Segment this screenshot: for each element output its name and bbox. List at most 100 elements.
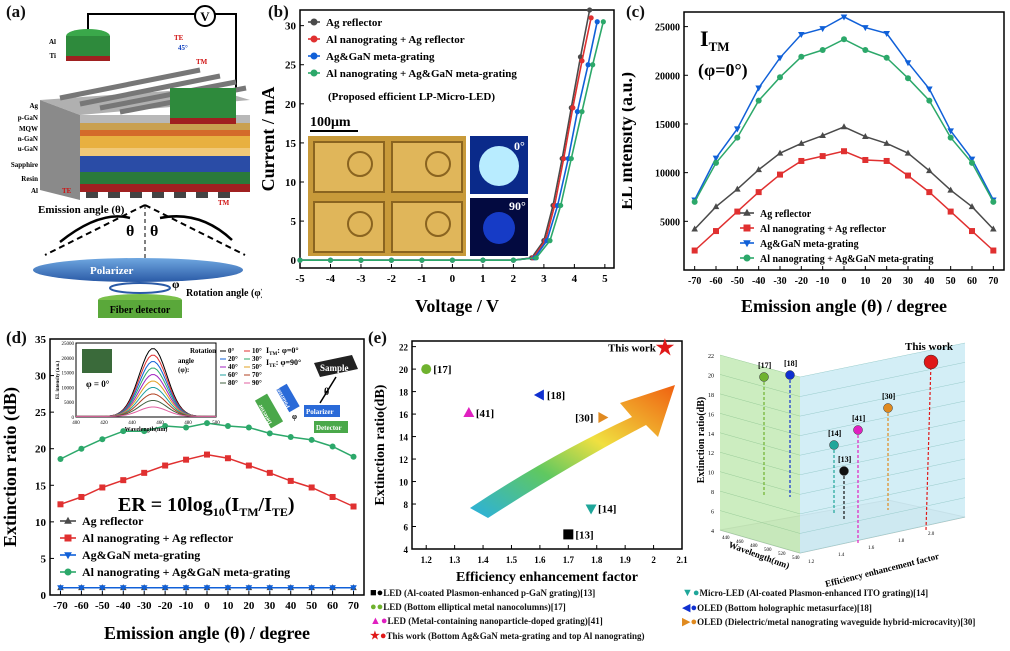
legend-item: ◀●OLED (Bottom holographic metasurface)[…	[682, 601, 872, 614]
y-tick-label: 10	[35, 517, 47, 529]
x-tick-label: -50	[95, 600, 110, 612]
grid-line	[719, 374, 801, 397]
data-point	[449, 257, 456, 263]
setup-detector-label: Detector	[316, 424, 342, 432]
data-point	[734, 126, 741, 133]
series-3	[57, 420, 357, 462]
data-point	[57, 501, 64, 508]
polarizer-label: Polarizer	[90, 265, 133, 277]
data-point	[691, 225, 698, 232]
x-tick-label: -3	[356, 273, 366, 285]
data-point	[547, 238, 553, 244]
series-1	[691, 148, 997, 254]
grid-line	[719, 451, 801, 476]
data-point	[776, 55, 784, 62]
series-line	[694, 16, 994, 201]
x-tick-label: 40	[285, 600, 297, 612]
emission-label: Emission angle (θ)	[38, 204, 125, 216]
z-tick-label: 12	[708, 451, 714, 457]
data-point	[777, 74, 783, 81]
x-tick-label: 20	[882, 276, 892, 287]
y-tick-label: 20	[285, 99, 297, 111]
y-tick-label: 10	[285, 177, 297, 189]
spectrum-inset: 400 420 440 460 480 5000500010000150002000025…	[56, 342, 358, 433]
data-point	[574, 109, 581, 115]
data-point	[350, 453, 357, 460]
eff-tick-label: 1.6	[868, 546, 875, 551]
series-2	[691, 14, 997, 204]
electrode-body	[66, 36, 110, 56]
x-axis-label: Emission angle (θ) / degree	[104, 623, 310, 644]
data-point	[691, 198, 698, 205]
wl-tick-label: 520	[778, 552, 786, 557]
cone-right	[144, 204, 246, 256]
data-point	[862, 25, 869, 32]
wl-tick-label: 480	[750, 544, 758, 549]
point-label: This work	[608, 343, 657, 355]
phi-label: φ	[172, 277, 180, 291]
y-tick-label: 35	[35, 334, 47, 346]
series-0	[691, 123, 997, 232]
legend-text: LED (Metal-containing nanoparticle-doped…	[387, 616, 603, 626]
te-tag: TE	[174, 34, 184, 42]
rotation-value: 10°	[252, 347, 262, 355]
legend-label: Al nanograting + Ag reflector	[326, 34, 465, 46]
data-point	[926, 97, 933, 104]
stack-side	[40, 100, 80, 200]
x-tick-label: 0	[450, 273, 456, 285]
data-point	[463, 406, 475, 417]
data-point	[308, 585, 315, 592]
data-point	[587, 7, 593, 13]
data-point	[119, 585, 127, 592]
def-part: I	[266, 346, 269, 355]
y-tick-label: 4	[404, 545, 409, 555]
series-3	[297, 19, 606, 263]
layer-label: Resin	[21, 175, 38, 183]
rotation-phi: (φ):	[178, 366, 189, 374]
layer-ag	[80, 115, 250, 123]
layer-ngan	[80, 136, 250, 148]
data-point	[590, 62, 596, 68]
plot-frame	[299, 9, 615, 269]
legend-marker	[310, 52, 318, 60]
x-tick-label: 0	[842, 276, 847, 287]
data-point	[224, 455, 231, 462]
data-point	[926, 86, 933, 93]
trend-arrow-icon	[470, 385, 675, 518]
legend-marker	[64, 552, 72, 560]
grid-line	[799, 381, 966, 417]
data-point	[969, 159, 975, 166]
data-point	[308, 436, 315, 443]
layer-label: Al	[31, 187, 38, 195]
data-point	[287, 585, 295, 592]
point-label: [17]	[433, 364, 451, 376]
grid-line	[799, 458, 966, 495]
data-point-3d	[839, 466, 849, 476]
data-point	[755, 97, 762, 104]
legend-text: Micro-LED (Al-coated Plasmon-enhanced IT…	[699, 588, 929, 598]
y-tick-label: 15	[285, 138, 297, 150]
rotation-value: 70°	[252, 371, 262, 379]
legend-item: ▲●LED (Metal-containing nanoparticle-dop…	[370, 615, 603, 627]
z-tick-label: 8	[711, 490, 714, 496]
panel-d: -70 -60 -50 -40 -30 -20 -10 0 10 20 30 40 50 60 70 0 5 10…	[0, 325, 370, 646]
polarization-def: ITM: φ=0°	[266, 346, 299, 357]
data-point	[841, 36, 847, 43]
legend-label: Ag&GaN meta-grating	[326, 51, 435, 63]
inset-y-tick: 5000	[64, 401, 75, 406]
grid-line	[719, 529, 801, 554]
setup-detector-left	[254, 393, 284, 429]
data-point	[862, 156, 869, 163]
x-tick-label: 1.9	[620, 555, 632, 565]
angle-label-90: 90°	[509, 199, 526, 213]
legend-item: ■●LED (Al-coated Plasmon-enhanced p-GaN …	[370, 587, 595, 599]
pixel-ring	[425, 211, 451, 237]
legend-marker	[64, 568, 72, 576]
data-point	[883, 139, 890, 146]
x-tick-label: 60	[967, 276, 977, 287]
pixel-ring	[425, 151, 451, 177]
legend-label: Al nanograting + Ag reflector	[82, 531, 234, 545]
x-tick-label: 60	[327, 600, 339, 612]
series-line	[694, 150, 994, 252]
point-label: [30]	[575, 412, 593, 424]
